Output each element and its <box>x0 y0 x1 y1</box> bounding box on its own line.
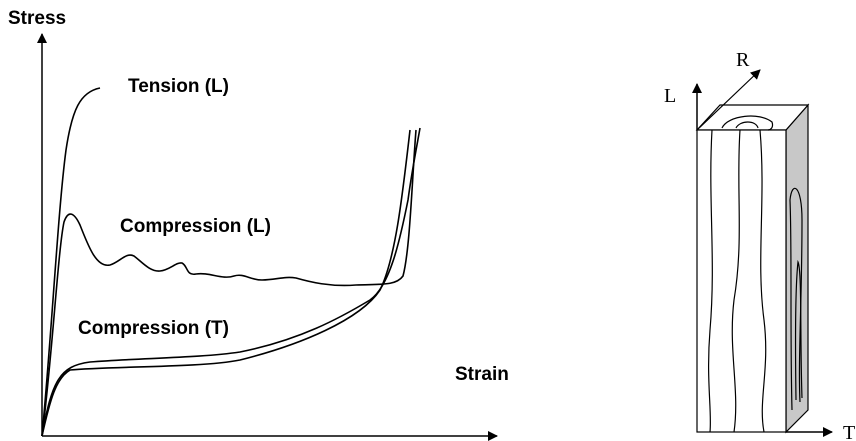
compression-l-curve <box>41 129 417 437</box>
tension-curve <box>41 87 101 437</box>
grain-line <box>759 129 767 433</box>
y-axis-label: Stress <box>8 8 66 29</box>
curve-label: Compression (T) <box>78 318 229 339</box>
grain-line <box>707 129 713 433</box>
grain-line <box>731 129 741 433</box>
x-axis-label: Strain <box>455 364 509 385</box>
wood-block: L R T <box>664 49 855 441</box>
stress-strain-plot: Stress Strain Tension (L) Compression (L… <box>8 8 509 441</box>
axis-label: L <box>664 85 676 107</box>
axis-label: T <box>843 422 855 441</box>
compression-t-curve-2 <box>41 127 421 437</box>
ring-line <box>735 121 759 129</box>
axis-label: R <box>736 49 750 71</box>
curve-label: Compression (L) <box>120 216 271 237</box>
side-grain <box>795 259 803 401</box>
r-arrow <box>696 69 761 131</box>
compression-t-curve <box>41 129 411 437</box>
block-front <box>696 129 787 433</box>
curve-label: Tension (L) <box>128 76 229 97</box>
ring-line <box>721 115 774 131</box>
side-grain <box>789 187 803 411</box>
